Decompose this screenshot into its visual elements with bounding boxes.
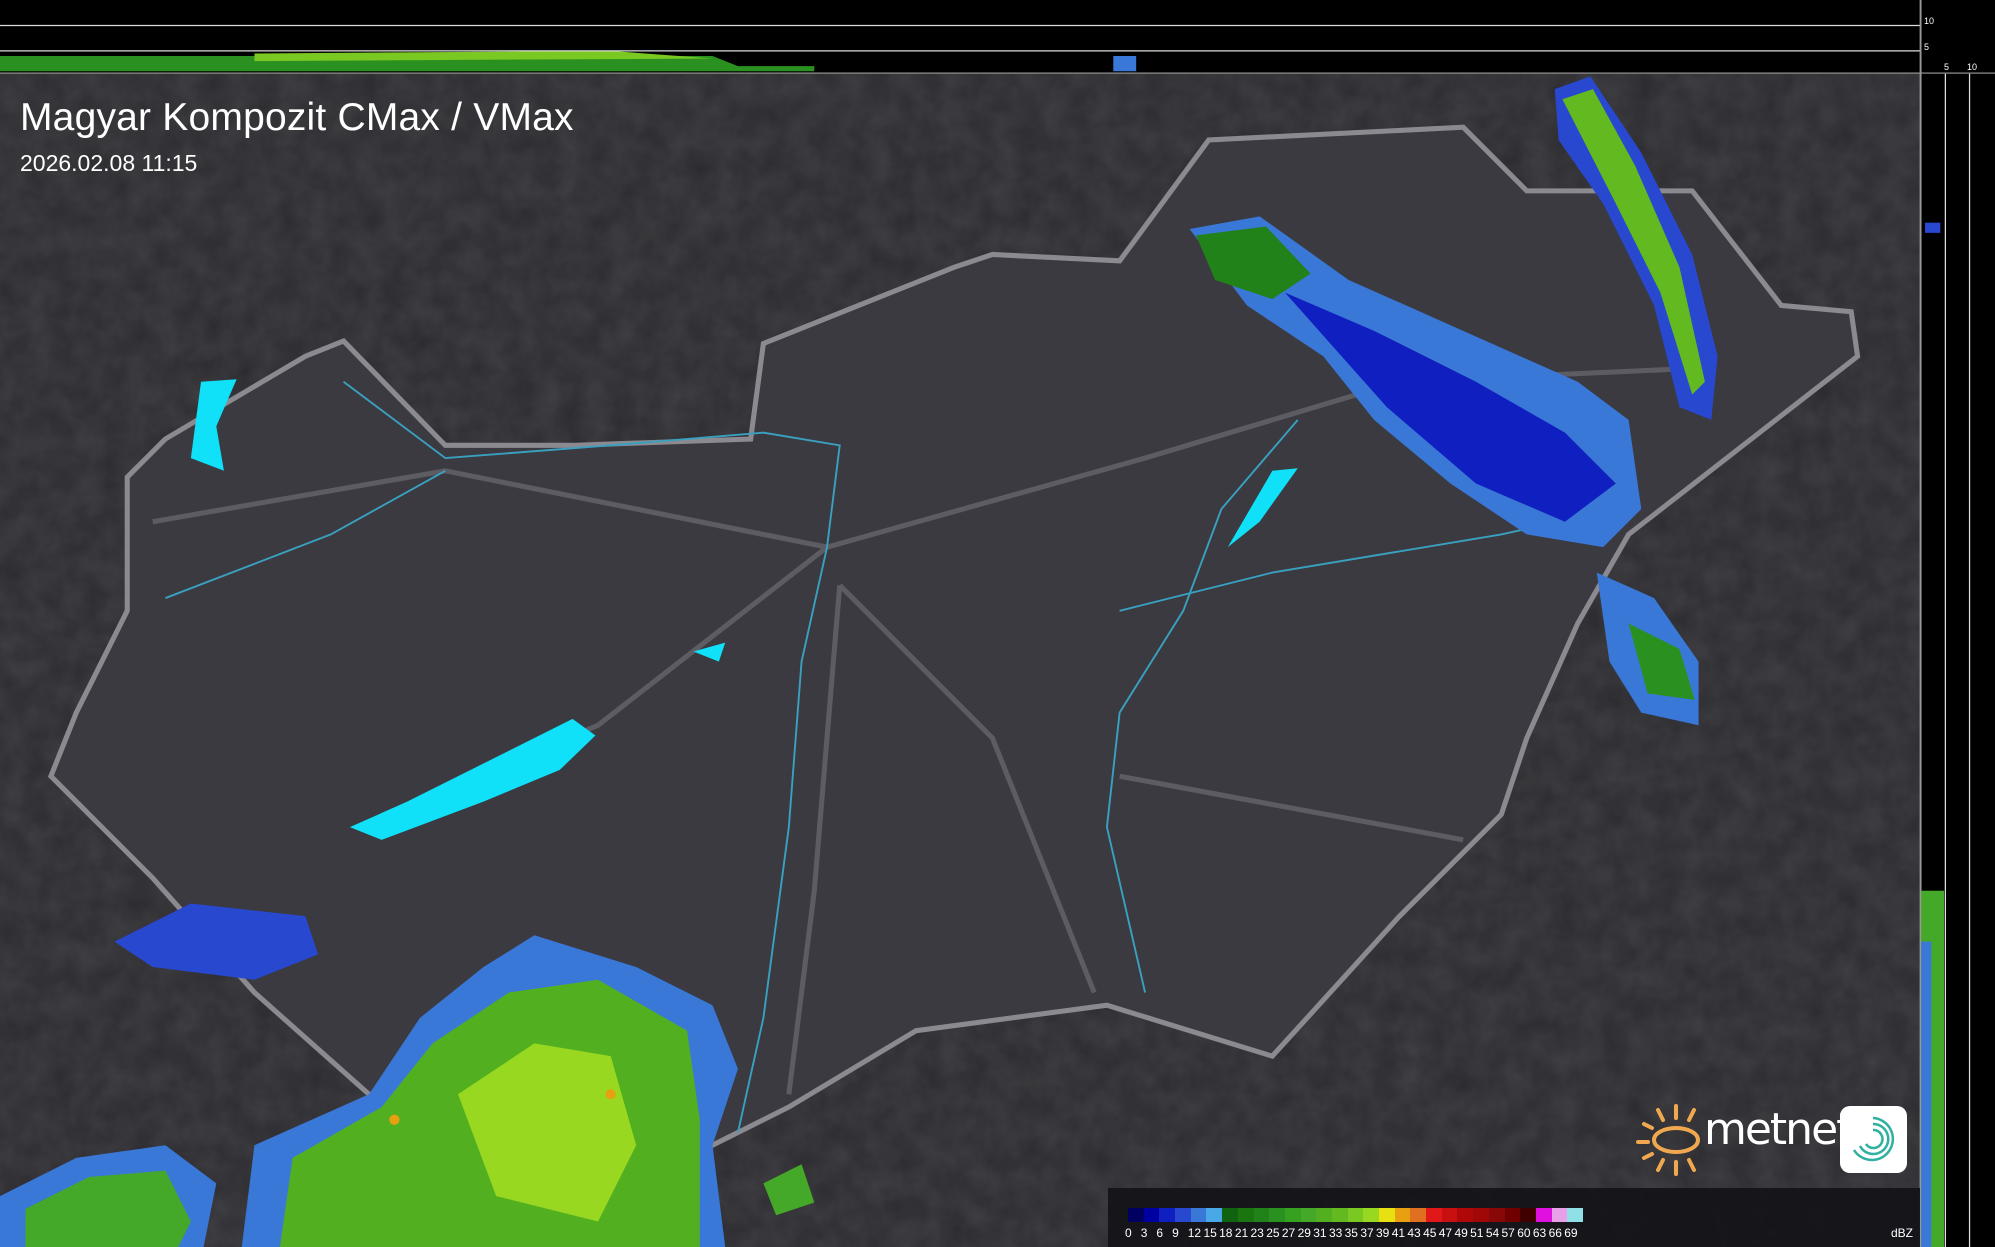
- dbz-color-legend: 0 3 6 9 12 15 18 21 23 25 27 29 31 33 35 37 39 41 43 45 47 49…: [1108, 1188, 1920, 1247]
- legend-label: 66: [1548, 1226, 1562, 1240]
- legend-label: 18: [1219, 1226, 1233, 1240]
- legend-swatch: [1128, 1208, 1144, 1222]
- legend-swatch: [1488, 1208, 1505, 1222]
- legend-swatch: [1457, 1208, 1474, 1222]
- legend-label: 41: [1391, 1226, 1406, 1240]
- legend-label: 23: [1250, 1226, 1264, 1240]
- legend-swatch: [1504, 1208, 1521, 1222]
- legend-swatch: [1520, 1208, 1536, 1222]
- legend-label: 69: [1564, 1226, 1578, 1240]
- legend-label: 9: [1172, 1226, 1179, 1240]
- top-profile-echo: [0, 55, 815, 72]
- legend-label: 0: [1125, 1226, 1132, 1240]
- legend-swatches: [1128, 1208, 1583, 1222]
- top-axis-tick: 10: [1924, 16, 1935, 26]
- legend-label: 3: [1140, 1226, 1148, 1240]
- legend-swatch: [1473, 1208, 1489, 1222]
- legend-label: 31: [1313, 1226, 1327, 1240]
- radar-echoes: [0, 76, 1718, 1247]
- legend-swatch: [1535, 1208, 1552, 1222]
- legend-unit: dBZ: [1891, 1226, 1914, 1240]
- legend-swatch: [1426, 1208, 1442, 1222]
- legend-swatch: [1316, 1208, 1332, 1222]
- legend-label: 54: [1485, 1226, 1500, 1240]
- legend-swatch: [1175, 1208, 1191, 1222]
- legend-swatch: [1394, 1208, 1411, 1222]
- legend-swatch: [1379, 1208, 1395, 1222]
- legend-label: 37: [1360, 1226, 1374, 1240]
- legend-label: 57: [1501, 1226, 1515, 1240]
- legend-swatch: [1253, 1208, 1270, 1222]
- legend-labels: 0 3 6 9 12 15 18 21 23 25 27 29 31 33 35 37 39 41 43 45 47 49…: [1125, 1226, 1583, 1240]
- radar-swirl-icon: [1852, 1116, 1895, 1162]
- rivers: [165, 380, 1617, 1133]
- legend-swatch: [1190, 1208, 1207, 1222]
- legend-swatch: [1363, 1208, 1379, 1222]
- legend-swatch: [1331, 1208, 1348, 1222]
- legend-label: 51: [1470, 1226, 1484, 1240]
- legend-label: 29: [1297, 1226, 1311, 1240]
- map-title: Magyar Kompozit CMax / VMax: [20, 96, 574, 139]
- map-timestamp: 2026.02.08 11:15: [20, 150, 198, 176]
- legend-label: 25: [1266, 1226, 1280, 1240]
- legend-swatch: [1551, 1208, 1568, 1222]
- legend-label: 35: [1344, 1226, 1358, 1240]
- legend-label: 47: [1438, 1226, 1453, 1240]
- legend-label: 12: [1187, 1226, 1202, 1240]
- legend-label: 27: [1281, 1226, 1296, 1240]
- legend-label: 6: [1156, 1226, 1164, 1240]
- legend-swatch: [1284, 1208, 1301, 1222]
- legend-label: 43: [1407, 1226, 1421, 1240]
- right-axis-tick: 5: [1944, 62, 1950, 72]
- legend-label: 21: [1234, 1226, 1249, 1240]
- legend-swatch: [1410, 1208, 1427, 1222]
- legend-label: 45: [1423, 1226, 1437, 1240]
- metnet-logo: metnet: [1636, 1100, 1916, 1180]
- legend-swatch: [1206, 1208, 1223, 1222]
- legend-label: 33: [1328, 1226, 1343, 1240]
- right-axis-tick: 10: [1967, 62, 1978, 72]
- logo-brand-text: metnet: [1704, 1104, 1853, 1155]
- legend-label: 60: [1517, 1226, 1531, 1240]
- legend-label: 39: [1376, 1226, 1390, 1240]
- sun-icon: [1636, 1104, 1700, 1176]
- legend-swatch: [1159, 1208, 1176, 1222]
- legend-label: 49: [1454, 1226, 1468, 1240]
- legend-swatch: [1567, 1208, 1583, 1222]
- legend-swatch: [1222, 1208, 1238, 1222]
- top-axis-tick: 5: [1924, 42, 1930, 52]
- legend-swatch: [1441, 1208, 1458, 1222]
- legend-swatch: [1237, 1208, 1254, 1222]
- lakes: [190, 379, 1298, 840]
- legend-swatch: [1269, 1208, 1285, 1222]
- app-icon: [1840, 1106, 1907, 1173]
- legend-swatch: [1347, 1208, 1364, 1222]
- legend-label: 63: [1532, 1226, 1547, 1240]
- legend-swatch: [1300, 1208, 1317, 1222]
- legend-label: 15: [1203, 1226, 1217, 1240]
- legend-swatch: [1143, 1208, 1160, 1222]
